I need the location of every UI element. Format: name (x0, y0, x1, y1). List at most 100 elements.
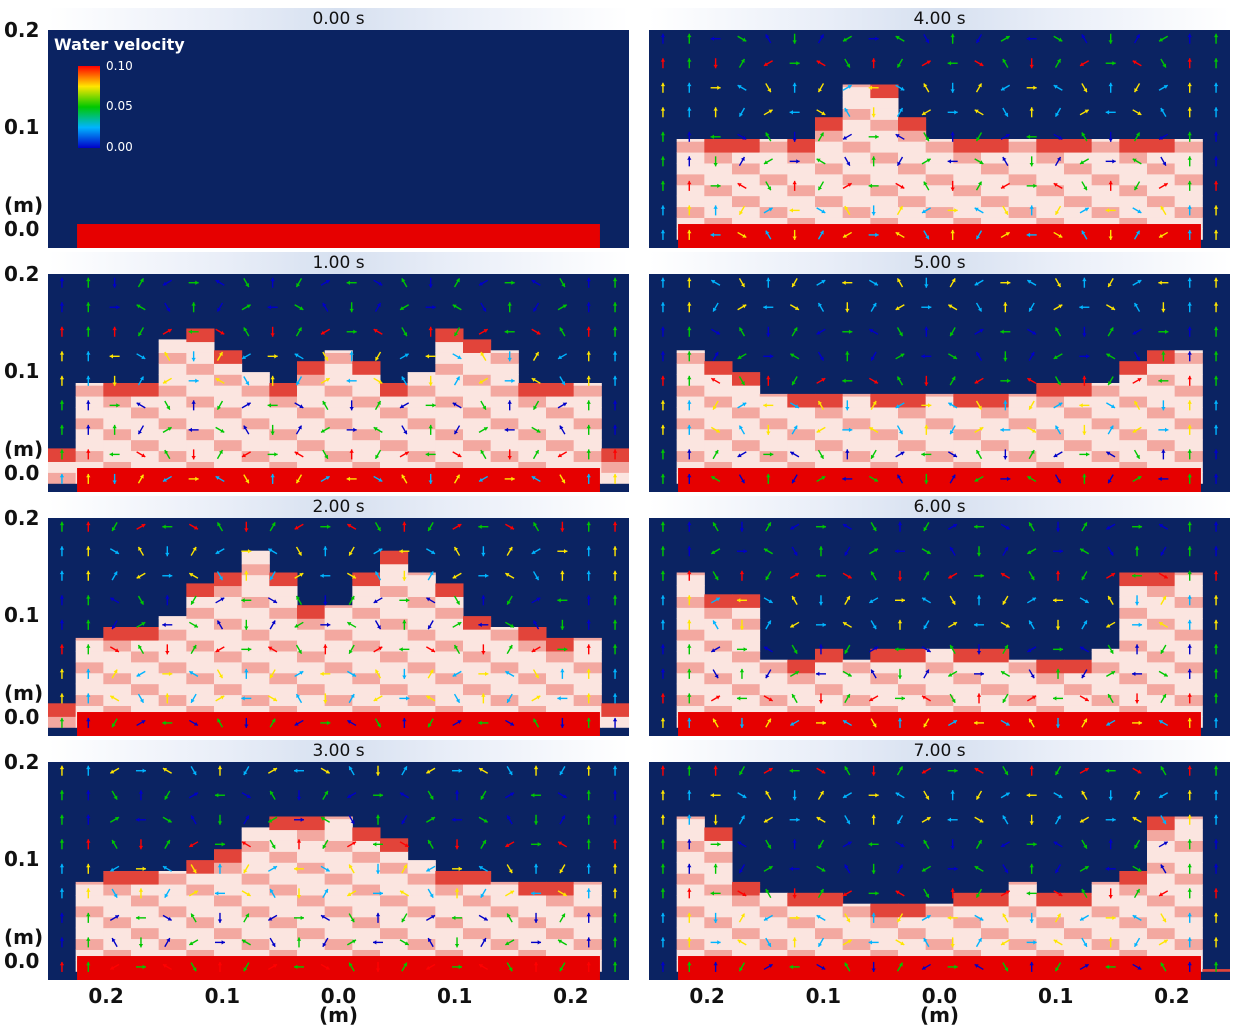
sediment-cell (842, 84, 871, 88)
sediment-cell (518, 439, 547, 452)
sediment-cell (1147, 905, 1176, 918)
sediment-cell (1064, 173, 1093, 186)
sediment-cell (380, 585, 409, 597)
sediment-cell (1036, 661, 1065, 674)
velocity-arrow-head (740, 381, 745, 386)
velocity-arrow-head (922, 965, 926, 970)
sediment-cell (573, 661, 602, 674)
velocity-arrow-head (1079, 403, 1083, 408)
sediment-cell (435, 328, 464, 332)
x-tick-label: 0.1 (805, 984, 842, 1008)
sediment-cell (269, 439, 298, 452)
sediment-cell (324, 396, 353, 408)
sediment-cell (704, 938, 733, 950)
velocity-arrow-head (612, 595, 618, 599)
velocity-arrow-head (1000, 329, 1004, 334)
velocity-arrow-head (900, 941, 905, 946)
sediment-cell (352, 607, 381, 619)
sediment-cell (407, 385, 436, 397)
velocity-arrow-head (193, 721, 198, 726)
velocity-arrow-head (272, 866, 277, 870)
sediment-cell (815, 949, 844, 961)
sediment-cell (953, 139, 982, 142)
sediment-cell (103, 873, 132, 885)
velocity-arrow-head (139, 278, 144, 283)
sediment-cell (352, 905, 381, 918)
velocity-arrow-head (926, 817, 931, 821)
velocity-arrow-head (1160, 649, 1165, 654)
sediment-cell (1119, 206, 1148, 218)
velocity-arrow-head (218, 674, 223, 679)
sediment-cell (241, 428, 270, 441)
velocity-arrow-head (1134, 844, 1139, 849)
velocity-arrow-head (1135, 790, 1140, 795)
sediment-cell (870, 439, 899, 452)
velocity-arrow-head (1160, 766, 1165, 771)
velocity-arrow-head (296, 937, 302, 941)
sediment-cell (75, 417, 104, 430)
velocity-arrow-head (373, 329, 378, 333)
sediment-cell (297, 461, 326, 473)
sediment-cell (546, 884, 575, 896)
sediment-cell (131, 938, 160, 950)
velocity-arrow-head (819, 230, 824, 235)
velocity-arrow-head (1004, 771, 1009, 776)
sediment-cell (1091, 439, 1120, 452)
sediment-cell (1174, 949, 1203, 961)
velocity-arrow-head (195, 378, 199, 383)
panel-7: 7.00 s (649, 740, 1230, 980)
sediment-cell (1174, 396, 1203, 408)
sediment-cell (463, 374, 492, 386)
sediment-cell (269, 818, 298, 831)
velocity-arrow-head (504, 329, 509, 334)
velocity-arrow-head (189, 941, 194, 946)
velocity-arrow-head (531, 378, 536, 382)
velocity-arrow-head (818, 942, 823, 947)
velocity-arrow-head (687, 302, 692, 306)
velocity-arrow-head (425, 452, 430, 457)
velocity-arrow-head (714, 674, 719, 679)
velocity-arrow-head (244, 528, 249, 532)
sediment-cell (380, 862, 409, 874)
sediment-cell (676, 705, 705, 717)
sediment-cell (676, 694, 705, 706)
velocity-arrow-head (1029, 961, 1034, 966)
velocity-arrows (660, 765, 1219, 972)
velocity-arrow-head (1080, 916, 1085, 921)
sediment-cell (1036, 428, 1065, 441)
velocity-arrow-head (533, 961, 539, 966)
sediment-cell (1174, 195, 1203, 208)
sediment-cell (518, 916, 547, 929)
sediment-cell (732, 596, 761, 608)
velocity-arrow-head (191, 357, 196, 362)
sediment-cell (158, 352, 187, 364)
velocity-arrow-head (165, 693, 170, 697)
velocity-arrow-head (426, 769, 431, 774)
sediment-cell (953, 938, 982, 950)
sediment-cell (870, 648, 899, 652)
velocity-arrow-head (428, 284, 433, 288)
sediment-cell (1119, 461, 1148, 473)
velocity-arrow-head (426, 597, 431, 602)
velocity-arrow-head (954, 110, 958, 115)
sediment-cell (676, 195, 705, 208)
velocity-arrow-head (245, 913, 249, 918)
velocity-arrow-head (164, 450, 169, 455)
velocity-arrow-head (818, 546, 824, 550)
sediment-cell (463, 672, 492, 685)
velocity-arrow-head (510, 792, 515, 797)
velocity-arrow-head (378, 548, 383, 553)
velocity-arrow-head (245, 479, 249, 484)
velocity-arrow-head (536, 428, 541, 433)
sediment-cell (1008, 905, 1037, 918)
sediment-cell (1147, 873, 1176, 885)
velocity-arrow-head (897, 376, 902, 381)
velocity-arrow-head (507, 400, 512, 404)
sediment-cell (158, 683, 187, 696)
sediment-cell (953, 650, 982, 663)
velocity-arrow-head (321, 915, 325, 919)
velocity-arrow-head (818, 401, 823, 406)
sediment-cell (704, 162, 733, 175)
velocity-arrow-head (1026, 134, 1031, 139)
sediment-cell (953, 905, 982, 918)
